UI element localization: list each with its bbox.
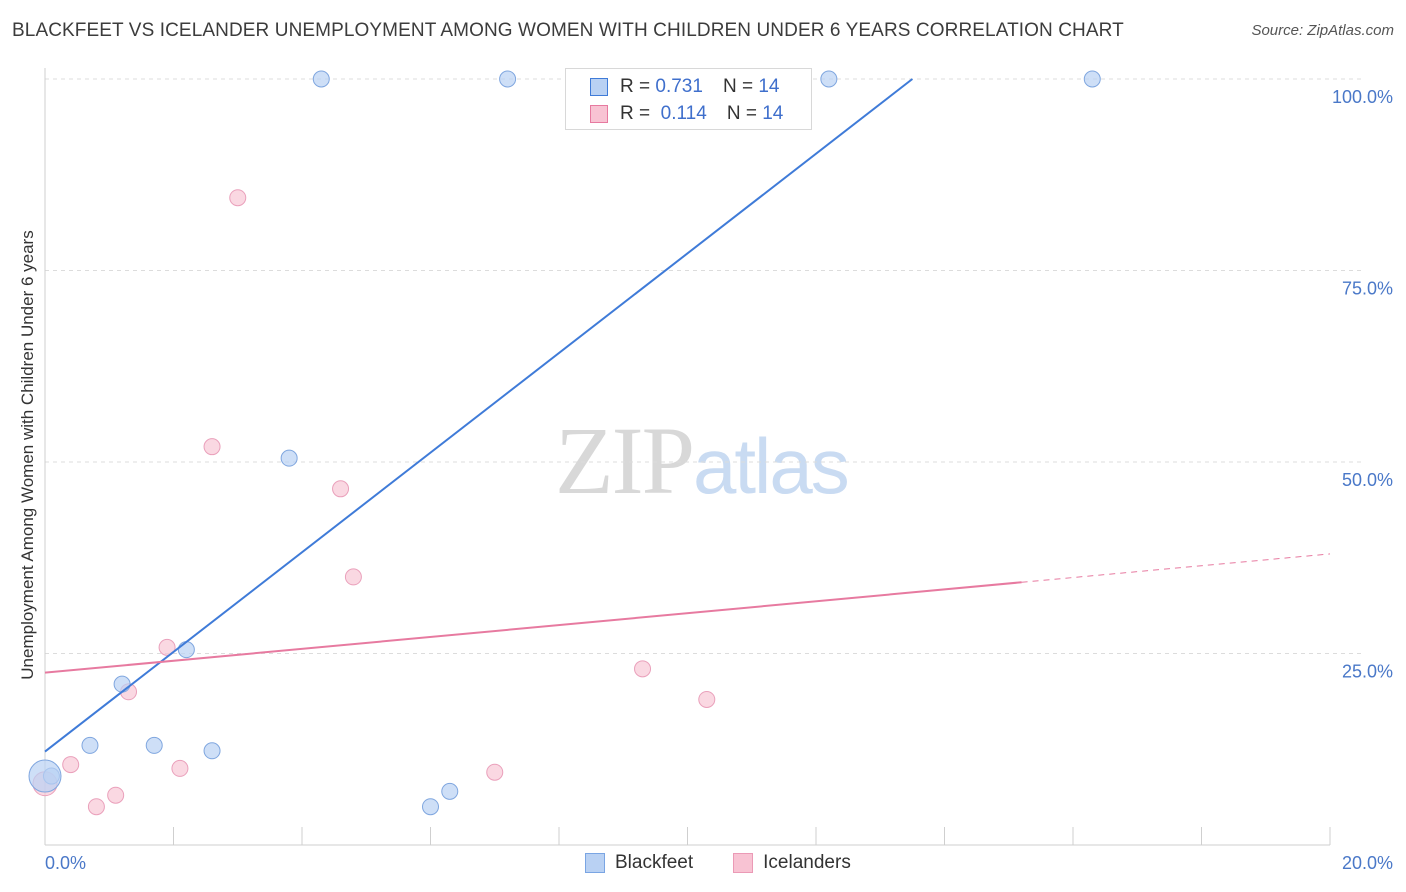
blackfeet-point <box>499 70 517 88</box>
x-tick-label: 20.0% <box>1342 853 1393 873</box>
icelanders-point <box>344 568 362 586</box>
correlation-legend: R = 0.731 N = 14 R = 0.114 N = 14 <box>565 68 812 130</box>
y-tick-label: 75.0% <box>1342 279 1393 299</box>
n-label: N = <box>722 76 754 97</box>
y-tick-label: 25.0% <box>1342 662 1393 682</box>
icelanders-point <box>62 756 80 774</box>
icelanders-point <box>634 660 652 678</box>
blackfeet-point <box>422 798 439 816</box>
n-value: 14 <box>758 76 780 97</box>
icelanders-point <box>486 763 504 781</box>
blackfeet-point <box>280 449 298 467</box>
watermark-atlas: atlas <box>693 422 850 510</box>
icelanders-point <box>107 786 125 804</box>
blackfeet-point <box>177 641 195 659</box>
blackfeet-point <box>1083 70 1101 88</box>
legend-item-blackfeet: Blackfeet <box>585 852 693 874</box>
r-label: R = <box>620 103 651 124</box>
blackfeet-swatch <box>585 853 605 873</box>
icelanders-trendline-extension <box>1021 553 1331 583</box>
icelanders-point <box>171 759 189 777</box>
legend-row-blackfeet: R = 0.731 N = 14 <box>590 74 779 100</box>
icelanders-point <box>203 438 221 456</box>
icelanders-point <box>158 638 176 656</box>
icelanders-point <box>332 480 350 498</box>
legend-label-icelanders: Icelanders <box>763 852 851 873</box>
watermark-zip: ZIP <box>555 407 695 514</box>
y-tick-label: 50.0% <box>1342 470 1393 490</box>
x-tick-label: 0.0% <box>45 853 86 873</box>
blackfeet-point <box>81 736 99 754</box>
icelanders-point <box>229 189 247 207</box>
y-tick-label: 100.0% <box>1332 87 1393 107</box>
icelanders-point <box>87 798 105 816</box>
chart-title: BLACKFEET VS ICELANDER UNEMPLOYMENT AMON… <box>12 20 1124 41</box>
icelanders-point <box>698 690 716 708</box>
series-legend: Blackfeet Icelanders <box>585 852 891 874</box>
blackfeet-point <box>113 675 131 693</box>
legend-row-icelanders: R = 0.114 N = 14 <box>590 101 783 127</box>
blackfeet-swatch <box>590 78 608 96</box>
n-value: 14 <box>762 103 784 124</box>
blackfeet-point <box>145 736 163 754</box>
r-label: R = <box>620 76 651 97</box>
blackfeet-point <box>312 70 330 88</box>
blackfeet-point <box>28 759 62 793</box>
icelanders-swatch <box>590 105 608 123</box>
blackfeet-trendline <box>44 78 913 753</box>
source-label: Source: ZipAtlas.com <box>1251 22 1394 39</box>
blackfeet-point <box>441 782 459 800</box>
legend-item-icelanders: Icelanders <box>733 852 851 874</box>
r-value: 0.114 <box>660 103 707 124</box>
watermark: ZIPatlas <box>555 405 850 516</box>
blackfeet-point <box>820 70 838 88</box>
n-label: N = <box>726 103 757 124</box>
legend-label-blackfeet: Blackfeet <box>615 852 694 873</box>
blackfeet-point <box>203 742 221 760</box>
r-value: 0.731 <box>655 76 703 97</box>
icelanders-trendline <box>44 581 1022 674</box>
icelanders-swatch <box>733 853 754 873</box>
